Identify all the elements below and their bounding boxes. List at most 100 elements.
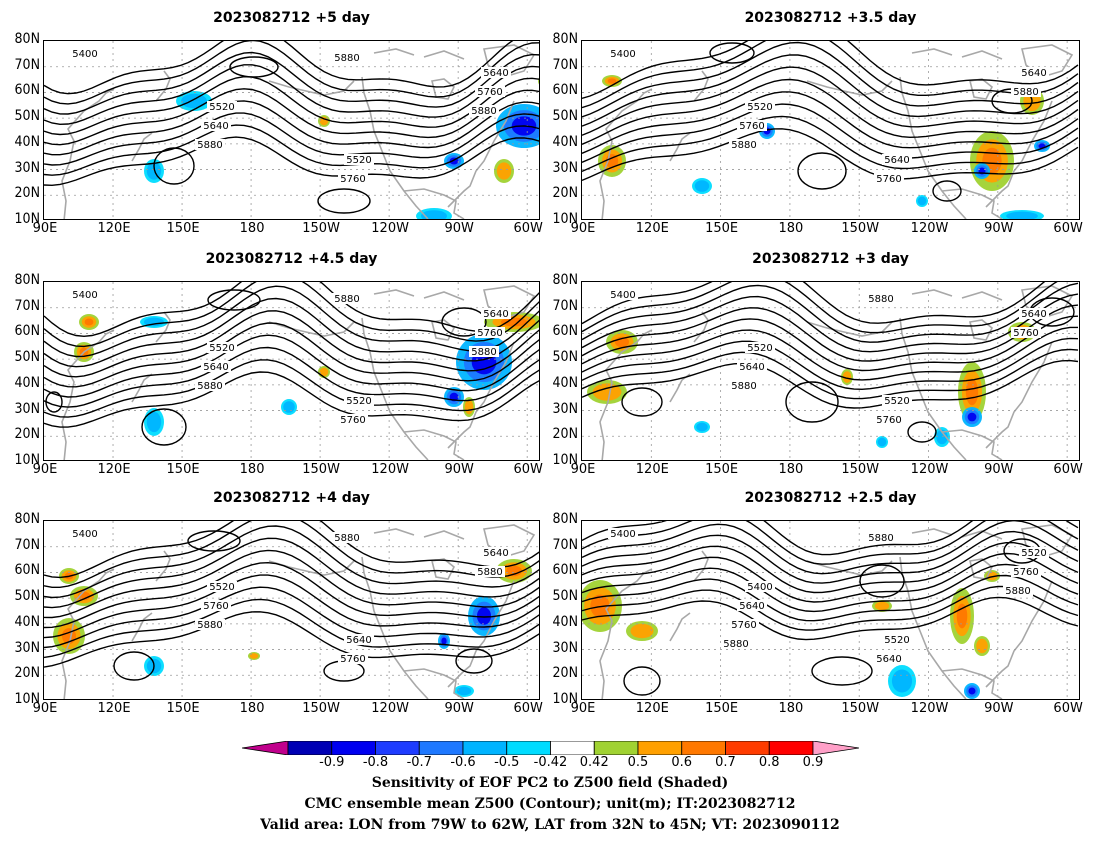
contour-label: 5880 (334, 533, 359, 544)
contour-label: 5640 (203, 362, 228, 373)
z500-contour (44, 282, 539, 338)
lon-tick-label: 90E (32, 462, 58, 477)
z500-contour (44, 112, 539, 166)
contour-label-bg (469, 346, 499, 357)
z500-contour (582, 596, 1079, 641)
contour-label: 5640 (346, 635, 371, 646)
coastline (941, 429, 1003, 460)
contour-label-bg (1003, 585, 1033, 596)
map-plot: 5400 5520 5520 5640 5640 5760 5760 5880 5880 5880 (44, 41, 539, 219)
coastline (361, 76, 429, 219)
z500-contour (44, 136, 539, 187)
lon-tick-label: 90W (984, 701, 1014, 716)
sensitivity-shading (694, 180, 710, 192)
colorbar-tick-label: 0.5 (627, 755, 649, 770)
lat-tick-label: 60N (552, 323, 578, 340)
sensitivity-shading (917, 196, 927, 206)
contour-label-bg (729, 380, 759, 391)
contour-label-bg (332, 532, 362, 543)
colorbar-bin (681, 741, 726, 755)
lon-tick-label: 150W (841, 701, 880, 716)
z500-closed-contour (317, 188, 371, 214)
sensitivity-shading (1006, 211, 1038, 219)
sensitivity-shading (283, 401, 295, 413)
coastline (373, 528, 465, 540)
lon-tick-label: 150W (841, 221, 880, 236)
z500-contour (582, 66, 1079, 136)
lon-tick-label: 120W (371, 701, 409, 716)
z500-contour (582, 542, 1079, 594)
contour-label: 5640 (203, 121, 228, 132)
panel-title: 2023082712 +4.5 day (205, 251, 378, 267)
colorbar-bin (768, 741, 814, 755)
contour-label: 5760 (1013, 567, 1038, 578)
lat-tick-label: 20N (14, 426, 40, 443)
contour-label: 5880 (1005, 586, 1030, 597)
coastline (431, 558, 456, 580)
contour-label-bg (745, 101, 775, 112)
sensitivity-shading (842, 371, 852, 383)
lon-tick-label: 120E (635, 701, 669, 716)
lon-tick-label: 120W (910, 221, 949, 236)
map-panel-5: 2023082712 +4 day 5400 5520 5640 5640 5760 57… (43, 490, 540, 700)
lon-tick-label: 120E (635, 221, 669, 236)
sensitivity-shading (456, 686, 472, 696)
contour-label-bg (70, 48, 100, 59)
contour-label-bg (874, 653, 904, 664)
lon-tick-label: 180 (778, 462, 804, 477)
z500-contour (582, 91, 1079, 154)
z500-contour (582, 128, 1079, 182)
map-panel-2: 2023082712 +3.5 day 5400 5520 5640 5640 5760… (581, 10, 1080, 220)
contour-label: 5760 (340, 415, 365, 426)
contour-label-bg (1019, 67, 1049, 78)
contour-label-bg (874, 414, 904, 425)
contour-label-bg (344, 395, 374, 406)
colorbar-tick-label: -0.5 (494, 755, 520, 770)
contour-label-bg (475, 327, 505, 338)
z500-contour (582, 521, 1079, 556)
contour-label-bg (207, 342, 237, 353)
lon-tick-label: 150W (841, 462, 880, 477)
lon-tick-label: 150E (705, 701, 739, 716)
colorbar-tick-label: -0.42 (533, 755, 568, 770)
contour-label: 5520 (209, 582, 234, 593)
coastline (911, 48, 1003, 60)
lon-tick-label: 150E (705, 221, 739, 236)
coastline (131, 550, 171, 642)
lat-tick-label: 10N (552, 452, 578, 468)
coastline (447, 341, 515, 449)
z500-closed-contour (229, 56, 279, 78)
contour-label: 5880 (868, 533, 893, 544)
z500-closed-contour (621, 387, 663, 417)
z500-closed-contour (441, 307, 487, 337)
contour-label-bg (481, 67, 511, 78)
lat-tick-label: 60N (552, 562, 578, 579)
z500-contour (582, 326, 1078, 381)
contour-label: 5400 (72, 529, 97, 540)
contour-label: 5880 (334, 53, 359, 64)
lat-tick-label: 40N (552, 613, 578, 630)
contour-label: 5520 (209, 102, 234, 113)
z500-contour (582, 103, 1079, 163)
colorbar-under-triangle (242, 741, 289, 755)
z500-contour (582, 41, 1079, 99)
contour-label-bg (1011, 566, 1041, 577)
map-plot: 5400 5520 5520 5640 5640 5760 5760 5880 5880 5880 (44, 282, 539, 460)
colorbar-tick-label: -0.6 (450, 755, 476, 770)
lat-tick-label: 50N (14, 588, 40, 605)
map-frame: 5400 5520 5520 5640 5640 5760 5760 5880 5880 5880 (43, 281, 540, 461)
lon-tick-label: 150W (302, 221, 340, 236)
contour-label: 5400 (610, 49, 635, 60)
coastline (899, 317, 967, 460)
colorbar-bin (418, 741, 464, 755)
z500-closed-contour (113, 651, 155, 681)
lon-tick-label: 180 (778, 221, 804, 236)
z500-contour (44, 549, 539, 619)
contour-label-bg (195, 139, 225, 150)
contour-label: 5880 (334, 294, 359, 305)
colorbar-tick-label: 0.42 (579, 755, 609, 770)
coastline (911, 528, 1003, 540)
map-panel-6: 2023082712 +2.5 day 5400 5400 5520 5520 5640… (581, 490, 1080, 700)
coastline (268, 80, 355, 96)
coastline (969, 78, 994, 100)
